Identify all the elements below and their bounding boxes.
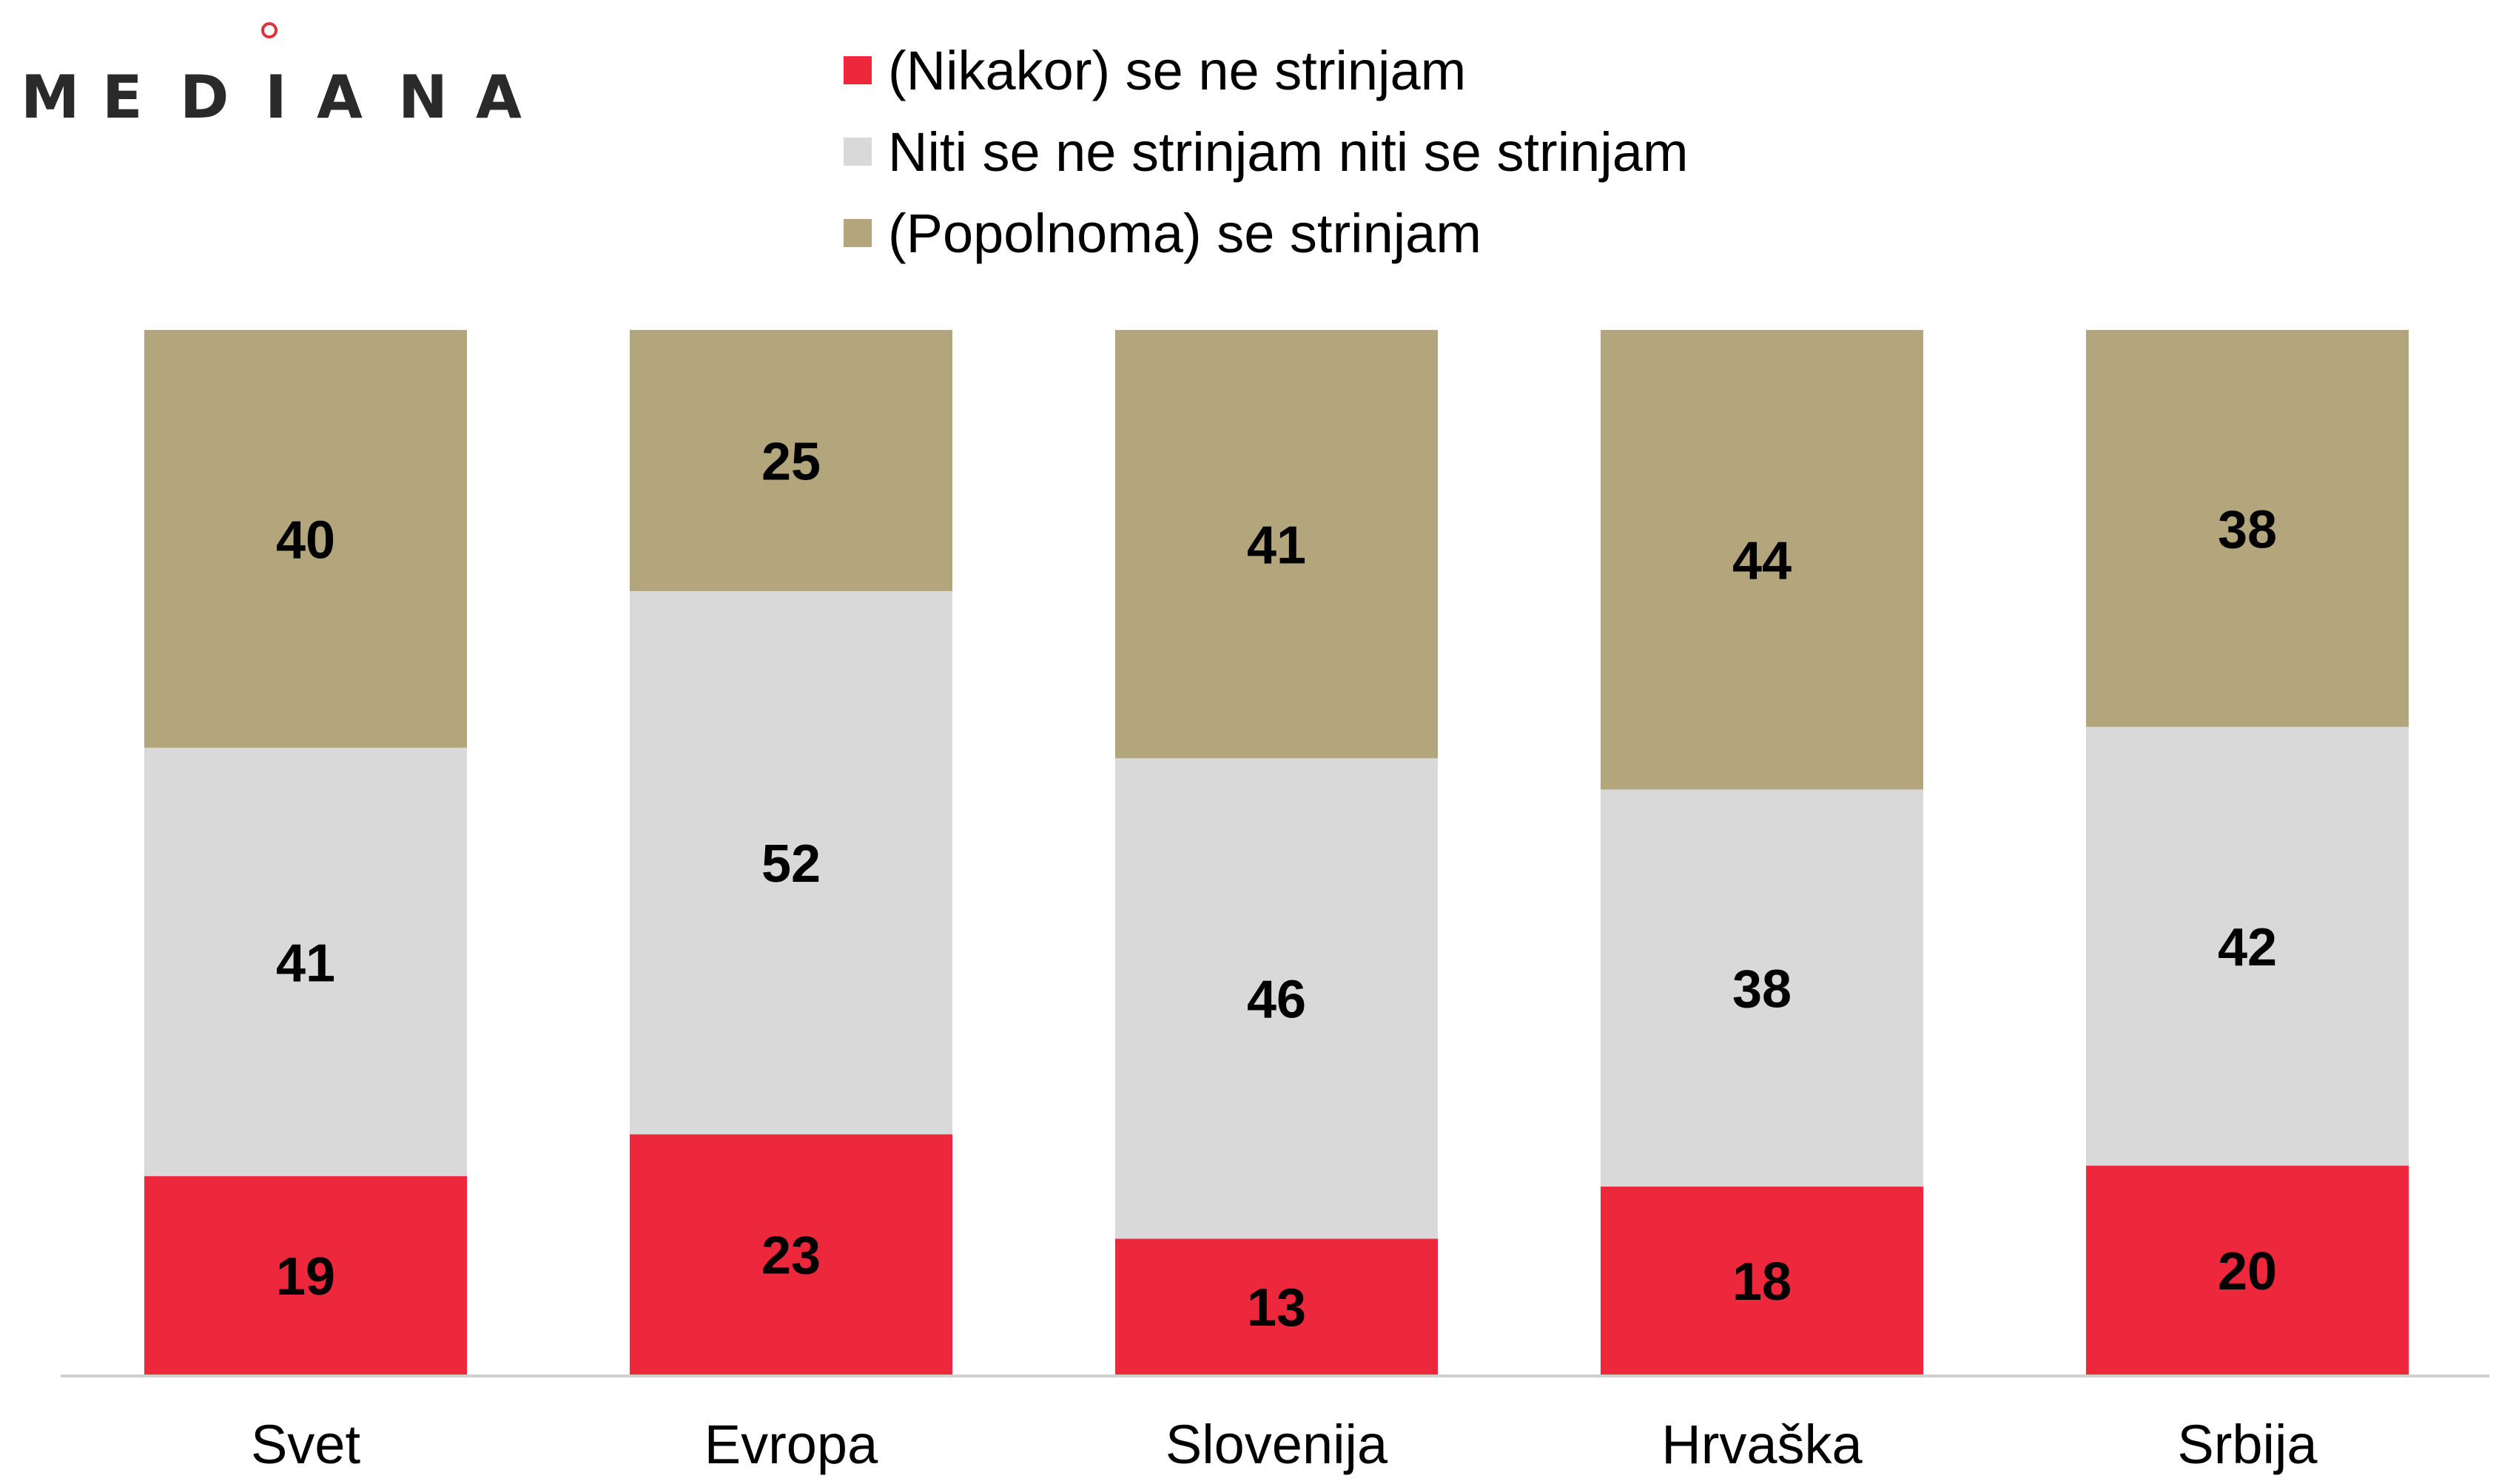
mediana-logo: M E D I A N A — [21, 16, 539, 127]
data-label: 38 — [2218, 500, 2277, 559]
logo-letter: N — [398, 63, 448, 132]
data-label: 46 — [1247, 971, 1306, 1030]
logo-letter: A — [317, 63, 363, 132]
logo-dot-accent — [261, 22, 278, 38]
x-tick-label: Svet — [251, 1414, 361, 1475]
bar-segment-svet-1 — [144, 747, 467, 1176]
data-label: 41 — [1247, 516, 1306, 575]
bar-segment-srbija-1 — [2086, 726, 2409, 1166]
legend-item-agree: (Popolnoma) se strinjam — [844, 192, 1689, 274]
bar-segment-slovenija-2 — [1115, 330, 1438, 758]
data-label: 23 — [761, 1227, 821, 1286]
chart-legend: (Nikakor) se ne strinjam Niti se ne stri… — [844, 30, 1689, 274]
legend-label: (Nikakor) se ne strinjam — [888, 39, 1467, 101]
logo-letter: D — [180, 63, 229, 132]
bar-segment-srbija-0 — [2086, 1165, 2409, 1375]
bar-segment-evropa-1 — [630, 591, 952, 1135]
bar-segment-svet-2 — [144, 330, 467, 748]
data-label: 52 — [761, 834, 821, 894]
x-tick-label: Slovenija — [1166, 1414, 1388, 1475]
data-label: 44 — [1732, 532, 1792, 591]
bar-segment-svet-0 — [144, 1176, 467, 1375]
data-label: 42 — [2218, 918, 2277, 977]
bar-segment-hrvaška-1 — [1601, 789, 1923, 1187]
bar-segment-hrvaška-2 — [1601, 330, 1923, 790]
data-label: 18 — [1732, 1252, 1792, 1312]
bar-segment-srbija-2 — [2086, 330, 2409, 727]
legend-swatch — [844, 138, 872, 166]
legend-item-disagree: (Nikakor) se ne strinjam — [844, 30, 1689, 111]
logo-letter: E — [102, 63, 143, 132]
data-label: 41 — [276, 934, 335, 993]
x-tick-label: Evropa — [704, 1414, 878, 1475]
bar-segment-hrvaška-0 — [1601, 1186, 1923, 1375]
data-label: 25 — [761, 433, 821, 492]
legend-item-neutral: Niti se ne strinjam niti se strinjam — [844, 111, 1689, 192]
bar-segment-evropa-0 — [630, 1134, 952, 1375]
x-tick-label: Srbija — [2177, 1414, 2318, 1475]
data-label: 20 — [2218, 1242, 2277, 1301]
x-tick-label: Hrvaška — [1661, 1414, 1863, 1475]
data-label: 19 — [276, 1247, 335, 1306]
bar-segment-slovenija-1 — [1115, 758, 1438, 1239]
bar-segment-evropa-2 — [630, 330, 952, 591]
data-label: 13 — [1247, 1278, 1306, 1338]
data-label: 40 — [276, 510, 335, 570]
legend-label: (Popolnoma) se strinjam — [888, 202, 1481, 264]
legend-swatch — [844, 56, 872, 84]
logo-letter: I — [265, 63, 287, 132]
logo-letter: M — [21, 63, 80, 132]
data-label: 38 — [1732, 960, 1792, 1019]
bar-segment-slovenija-0 — [1115, 1238, 1438, 1375]
legend-swatch — [844, 219, 872, 247]
logo-letter: A — [476, 63, 522, 132]
legend-label: Niti se ne strinjam niti se strinjam — [888, 121, 1689, 183]
